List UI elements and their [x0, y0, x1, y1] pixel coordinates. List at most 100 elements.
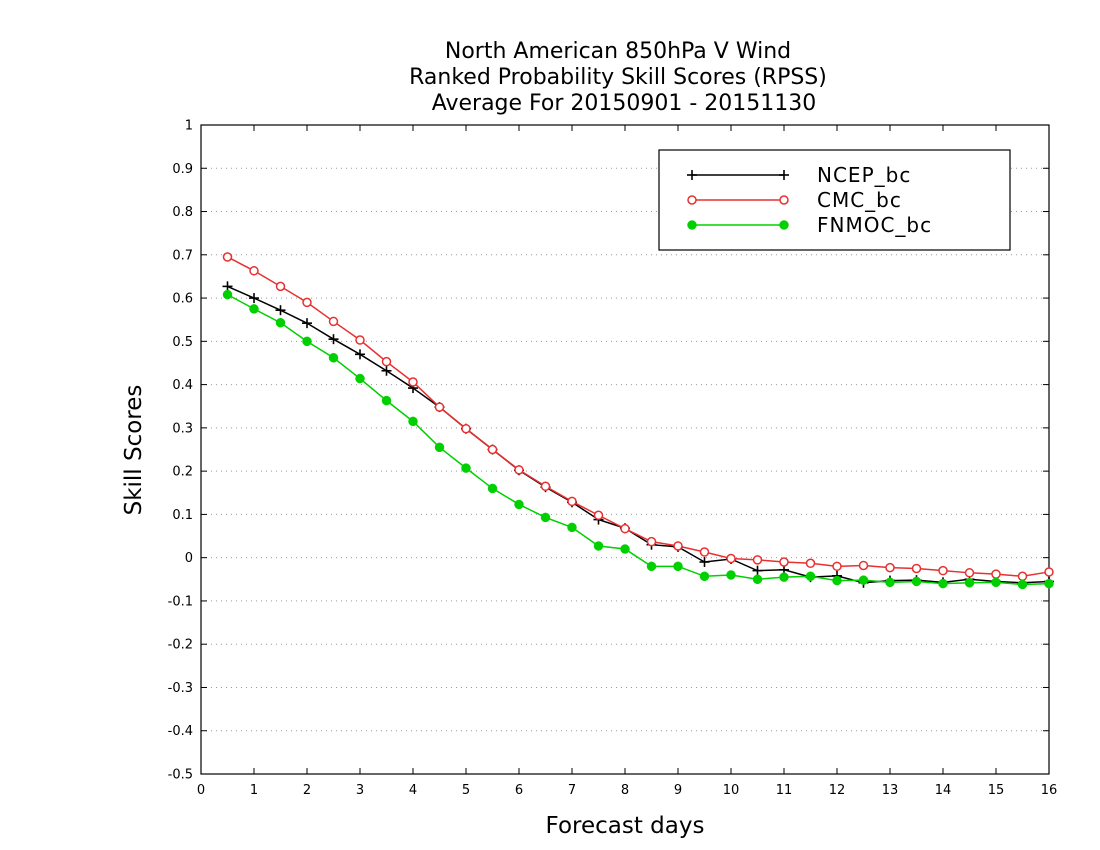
- legend-marker-fnmoc-bc: [687, 220, 697, 230]
- data-point-cmc-bc: [726, 553, 736, 564]
- data-point-fnmoc-bc: [991, 577, 1001, 588]
- y-tick-label: 0: [185, 551, 193, 566]
- y-tick-label: 0.6: [172, 292, 193, 307]
- data-point-fnmoc-bc: [1017, 579, 1028, 590]
- data-point-fnmoc-bc: [885, 577, 895, 588]
- y-tick-label: -0.4: [168, 724, 193, 739]
- legend-label-ncep-bc: NCEP_bc: [817, 163, 911, 187]
- x-tick-label: 16: [1041, 783, 1058, 798]
- x-tick-label: 7: [568, 783, 576, 798]
- data-point-cmc-bc: [805, 558, 816, 569]
- data-point-fnmoc-bc: [646, 561, 657, 572]
- data-point-ncep-bc: [249, 293, 259, 304]
- data-point-fnmoc-bc: [726, 570, 736, 580]
- y-tick-label: -0.5: [168, 768, 193, 783]
- data-point-fnmoc-bc: [302, 336, 312, 347]
- data-point-cmc-bc: [328, 316, 339, 327]
- data-point-fnmoc-bc: [911, 576, 922, 587]
- series-line-ncep-bc: [227, 285, 1050, 584]
- y-tick-label: 0.8: [172, 205, 193, 220]
- data-point-cmc-bc: [514, 465, 524, 475]
- data-point-cmc-bc: [832, 561, 842, 572]
- y-axis-label: Skill Scores: [121, 385, 147, 516]
- data-point-fnmoc-bc: [620, 544, 630, 554]
- data-point-fnmoc-bc: [832, 575, 842, 586]
- legend-marker-fnmoc-bc: [779, 220, 789, 230]
- data-point-fnmoc-bc: [964, 578, 975, 588]
- data-point-cmc-bc: [1044, 567, 1054, 577]
- data-point-cmc-bc: [540, 481, 551, 492]
- data-series: [222, 252, 1054, 590]
- data-point-fnmoc-bc: [328, 353, 339, 363]
- x-tick-label: 10: [723, 783, 740, 798]
- data-point-cmc-bc: [911, 563, 922, 574]
- data-point-fnmoc-bc: [222, 289, 233, 300]
- y-tick-label: 0.9: [172, 162, 193, 177]
- data-point-fnmoc-bc: [673, 561, 683, 572]
- x-tick-label: 1: [250, 783, 258, 798]
- y-tick-label: 0.1: [172, 508, 193, 523]
- data-point-fnmoc-bc: [699, 571, 710, 582]
- data-point-ncep-bc: [302, 318, 312, 329]
- data-point-cmc-bc: [222, 252, 233, 262]
- data-point-fnmoc-bc: [593, 541, 604, 551]
- x-tick-label: 8: [621, 783, 629, 798]
- chart-title-line-3: Average For 20150901 - 20151130: [432, 91, 817, 116]
- x-tick-label: 0: [197, 783, 205, 798]
- data-point-cmc-bc: [779, 557, 789, 567]
- data-point-ncep-bc: [222, 281, 233, 292]
- data-point-cmc-bc: [355, 335, 365, 345]
- chart-title: North American 850hPa V Wind Ranked Prob…: [409, 39, 827, 116]
- data-point-ncep-bc: [752, 565, 763, 576]
- series-line-cmc-bc: [227, 256, 1050, 578]
- data-point-cmc-bc: [434, 402, 445, 412]
- data-point-cmc-bc: [752, 555, 763, 565]
- data-point-fnmoc-bc: [275, 317, 286, 328]
- axis-ticks: 1 0.9 0.8 0.7 0.6 0.5 0.4 0.3 0.2 0.1 0 -0.1 -0.2 -0.…: [168, 119, 1058, 799]
- data-point-fnmoc-bc: [779, 572, 789, 582]
- x-tick-label: 11: [776, 783, 793, 798]
- data-point-cmc-bc: [991, 569, 1001, 579]
- data-point-ncep-bc: [328, 334, 339, 345]
- legend-marker-ncep-bc: [687, 170, 697, 180]
- x-axis-label: Forecast days: [546, 813, 705, 839]
- data-point-fnmoc-bc: [1044, 578, 1054, 589]
- data-point-fnmoc-bc: [805, 571, 816, 582]
- y-tick-label: -0.2: [168, 638, 193, 653]
- series-ncep-bc: [222, 281, 1054, 588]
- x-tick-label: 4: [409, 783, 417, 798]
- y-tick-label: 0.7: [172, 248, 193, 263]
- data-point-fnmoc-bc: [487, 483, 498, 494]
- data-point-cmc-bc: [885, 562, 895, 573]
- x-tick-label: 9: [674, 783, 682, 798]
- x-tick-label: 3: [356, 783, 364, 798]
- x-tick-label: 2: [303, 783, 311, 798]
- data-point-fnmoc-bc: [752, 574, 763, 585]
- data-point-cmc-bc: [620, 523, 630, 534]
- data-point-ncep-bc: [699, 556, 710, 567]
- y-tick-label: -0.1: [168, 594, 193, 609]
- y-tick-label: 1: [185, 119, 193, 134]
- legend-label-fnmoc-bc: FNMOC_bc: [817, 213, 932, 237]
- x-tick-label: 6: [515, 783, 523, 798]
- data-point-cmc-bc: [699, 547, 710, 557]
- series-line-fnmoc-bc: [227, 293, 1050, 586]
- data-point-ncep-bc: [381, 365, 392, 376]
- x-tick-label: 12: [829, 783, 846, 798]
- y-tick-label: 0.4: [172, 378, 193, 393]
- x-tick-label: 13: [882, 783, 899, 798]
- series-cmc-bc: [222, 252, 1054, 582]
- data-point-fnmoc-bc: [381, 395, 392, 406]
- series-fnmoc-bc: [222, 289, 1054, 590]
- data-point-fnmoc-bc: [434, 442, 445, 453]
- data-point-cmc-bc: [381, 356, 392, 367]
- data-point-cmc-bc: [593, 510, 604, 521]
- legend-marker-ncep-bc: [779, 170, 789, 180]
- data-point-cmc-bc: [673, 541, 683, 551]
- data-point-cmc-bc: [567, 496, 577, 507]
- data-point-fnmoc-bc: [355, 373, 365, 384]
- legend-marker-cmc-bc: [779, 195, 789, 205]
- data-point-ncep-bc: [355, 349, 365, 360]
